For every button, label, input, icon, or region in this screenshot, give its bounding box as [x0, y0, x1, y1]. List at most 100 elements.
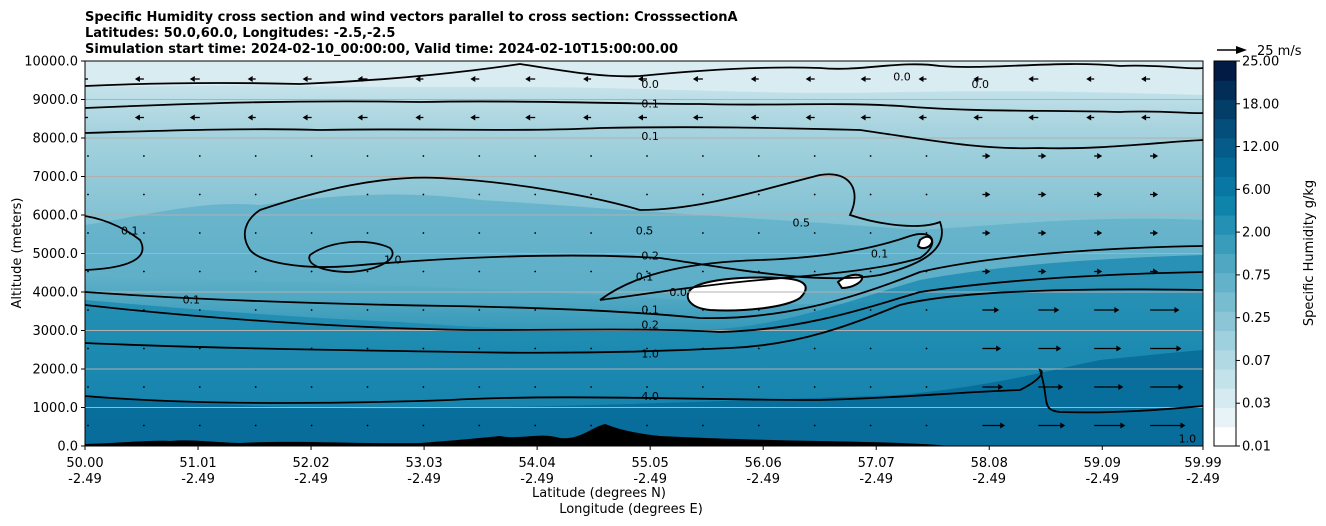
wind-vector: [87, 386, 89, 388]
contour-label: 1.0: [641, 348, 659, 361]
colorbar-tick-label: 18.00: [1242, 97, 1279, 112]
wind-vector-head: [1041, 230, 1047, 236]
wind-vector-head: [1180, 422, 1186, 429]
contour-label: 0.1: [641, 97, 659, 110]
wind-vector: [87, 347, 89, 350]
contour-line-4.0: [85, 368, 1203, 414]
wind-vector: [87, 193, 89, 196]
wind-vector: [925, 270, 928, 273]
contour-label: 4.0: [641, 390, 659, 403]
wind-vector: [757, 309, 760, 311]
contour-label: 0.0: [893, 70, 911, 83]
wind-vector: [646, 347, 648, 350]
wind-vector-head: [1058, 384, 1064, 390]
wind-vector: [813, 193, 816, 196]
wind-vector: [534, 386, 537, 388]
wind-vector: [310, 155, 313, 157]
wind-vector: [590, 270, 592, 273]
wind-vector: [422, 270, 425, 273]
chart-title-line-1: Specific Humidity cross section and wind…: [85, 10, 738, 25]
y-axis-ticks: 0.0 1000.0 2000.0 3000.0 4000.0 5000.0 6000.0 7…: [24, 55, 85, 455]
wind-vector: [702, 193, 704, 196]
wind-vector: [310, 232, 313, 234]
wind-vector-head: [1054, 307, 1060, 313]
colorbar-tick-label: 0.75: [1242, 268, 1271, 283]
wind-vector: [143, 347, 145, 350]
colorbar-tick-label: 0.01: [1242, 440, 1271, 455]
wind-vector-head: [985, 268, 991, 275]
wind-vector: [478, 232, 481, 234]
contour-line-0.1-left: [85, 215, 144, 271]
wind-vector: [87, 424, 89, 427]
wind-vector-head: [692, 76, 698, 82]
wind-vector-head: [1178, 384, 1184, 390]
wind-vector: [310, 309, 313, 311]
wind-vector: [198, 424, 201, 427]
contour-label: 0.1: [121, 224, 139, 237]
wind-vector: [757, 347, 760, 350]
contour-label: 0.1: [183, 294, 201, 307]
x-tick-label-longitude: -2.49: [520, 472, 554, 487]
wind-vector: [757, 155, 760, 157]
y-tick-label: 2000.0: [33, 363, 79, 378]
wind-vector-head: [189, 76, 195, 82]
colorbar-segment: [1214, 215, 1236, 235]
wind-vector: [702, 155, 704, 157]
wind-vector: [310, 347, 313, 350]
wind-vector-head: [1141, 114, 1147, 121]
contour-label: 1.0: [384, 253, 402, 266]
wind-vector-head: [1041, 268, 1047, 275]
wind-vector: [813, 386, 816, 388]
wind-vector-head: [357, 76, 363, 82]
wind-vector: [143, 270, 145, 273]
wind-vector: [590, 386, 592, 388]
wind-vector: [925, 347, 928, 350]
wind-vector: [143, 232, 145, 234]
contour-label: 0.0: [972, 78, 990, 91]
wind-vector: [590, 347, 592, 350]
wind-vector: [646, 155, 648, 157]
wind-vector-head: [525, 114, 531, 121]
wind-vector: [87, 155, 89, 157]
wind-vector-head: [1114, 307, 1120, 313]
x-axis-label-latitude: Latitude (degrees N): [532, 486, 666, 501]
wind-vector-head: [302, 114, 308, 121]
colorbar-segment: [1214, 292, 1236, 312]
wind-vector-head: [985, 191, 991, 198]
wind-vector-head: [1028, 76, 1034, 82]
x-tick-label-latitude: 54.04: [519, 456, 556, 471]
y-tick-label: 9000.0: [33, 93, 79, 108]
wind-vector: [646, 193, 648, 196]
colorbar-segment: [1214, 99, 1236, 120]
contour-line-0.1-upper: [85, 100, 1203, 115]
wind-vector-head: [583, 114, 589, 121]
contour-line-0.2-upper: [599, 233, 934, 301]
wind-vector: [869, 386, 872, 388]
wind-vector-head: [998, 384, 1004, 390]
wind-vector: [590, 309, 592, 311]
x-tick-label-longitude: -2.49: [746, 472, 780, 487]
wind-vector-head: [1097, 268, 1103, 275]
dry-pocket: [686, 276, 807, 312]
wind-vector-head: [1120, 422, 1126, 429]
y-tick-label: 10000.0: [24, 55, 78, 70]
colorbar-segment: [1214, 426, 1236, 447]
contour-line-0.1-mid: [85, 126, 1203, 150]
wind-vector-head: [918, 114, 924, 121]
wind-vector: [813, 155, 816, 157]
wind-vector-head: [247, 114, 253, 121]
wind-vector-head: [996, 345, 1002, 352]
wind-vector: [869, 424, 872, 427]
wind-vector: [702, 232, 704, 234]
wind-vector: [925, 193, 928, 196]
colorbar-segment: [1214, 80, 1236, 100]
colorbar-frame: [1213, 60, 1237, 447]
wind-vector-head: [638, 76, 643, 82]
contour-label: 0.1: [871, 248, 889, 261]
wind-vector: [422, 309, 425, 311]
wind-vectors: [85, 76, 1186, 429]
wind-vector-head: [1153, 268, 1159, 275]
x-tick-label-latitude: 56.06: [745, 456, 782, 471]
wind-vector: [534, 347, 537, 350]
wind-vector: [422, 155, 425, 157]
